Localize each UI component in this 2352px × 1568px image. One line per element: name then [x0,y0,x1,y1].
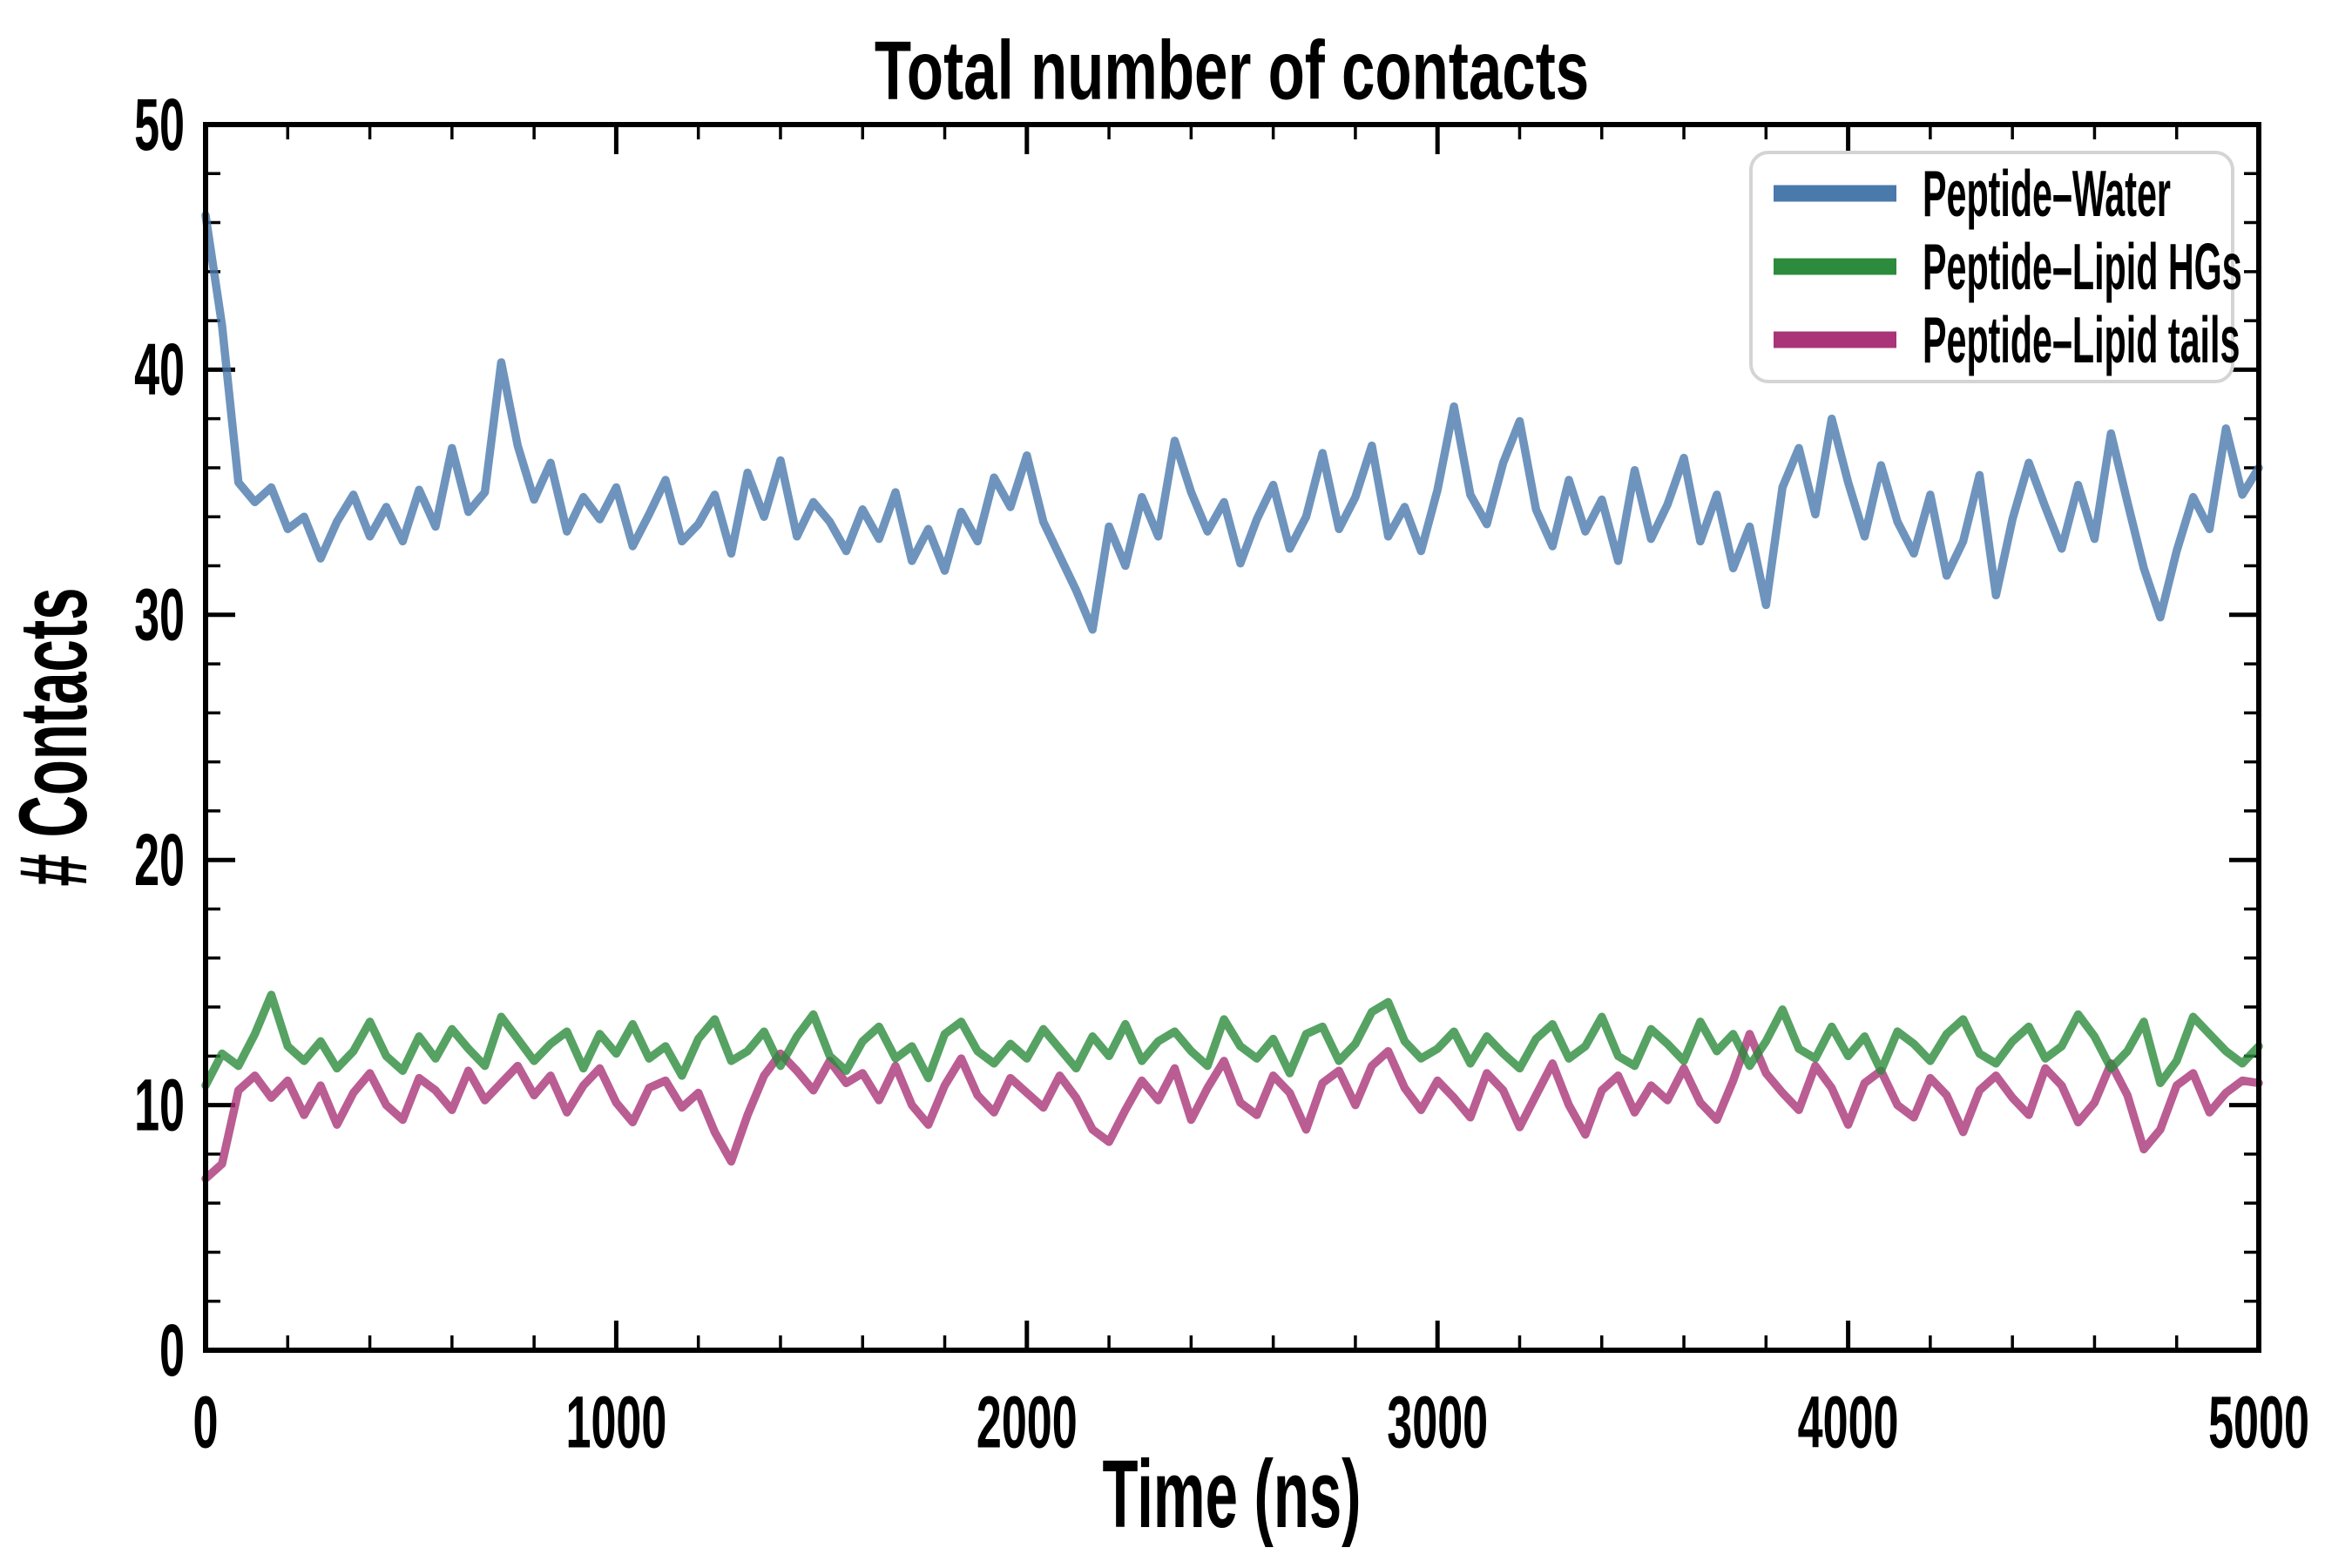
x-tick-label: 3000 [1387,1382,1488,1463]
x-axis-label: Time (ns) [1102,1442,1361,1548]
legend-label-peptide-water: Peptide–Water [1923,157,2171,230]
y-axis-label: # Contacts [1,587,107,886]
x-tick-label: 1000 [565,1382,666,1463]
plot-area-border [203,122,2261,1353]
legend-row-peptide-lipid-tails: Peptide–Lipid tails [1774,303,2240,376]
y-tick-label: 0 [159,1309,185,1391]
series-line-peptide-lipid-hgs [201,990,2263,1090]
y-tick-label: 20 [134,819,185,901]
series-line-peptide-water [201,211,2263,634]
y-tick-label: 10 [134,1064,185,1146]
chart-title: Total number of contacts [875,23,1589,117]
x-tick-label: 5000 [2208,1382,2309,1463]
legend-label-peptide-lipid-tails: Peptide–Lipid tails [1923,303,2240,376]
plot-series [201,211,2263,1183]
x-tick-label: 2000 [977,1382,1078,1463]
y-tick-label: 30 [134,574,185,656]
y-tick-label: 50 [134,84,185,166]
series-line-peptide-lipid-tails [201,1030,2263,1183]
legend: Peptide–Water Peptide–Lipid HGs Peptide–… [1749,151,2242,383]
legend-row-peptide-water: Peptide–Water [1774,157,2171,230]
y-tick-label: 40 [134,329,185,411]
svg-text:# Contacts: # Contacts [1,587,107,886]
svg-text:Time (ns): Time (ns) [1102,1442,1361,1548]
legend-row-peptide-lipid-hgs: Peptide–Lipid HGs [1774,230,2242,303]
legend-label-peptide-lipid-hgs: Peptide–Lipid HGs [1923,230,2242,303]
x-tick-label: 4000 [1798,1382,1899,1463]
svg-text:Total number of contacts: Total number of contacts [875,23,1589,117]
legend-box [1749,151,2234,383]
x-tick-label: 0 [193,1382,219,1463]
axis-tick-labels: 0 1000 2000 3000 4000 5000 0 10 20 30 40 50 [134,84,2309,1463]
